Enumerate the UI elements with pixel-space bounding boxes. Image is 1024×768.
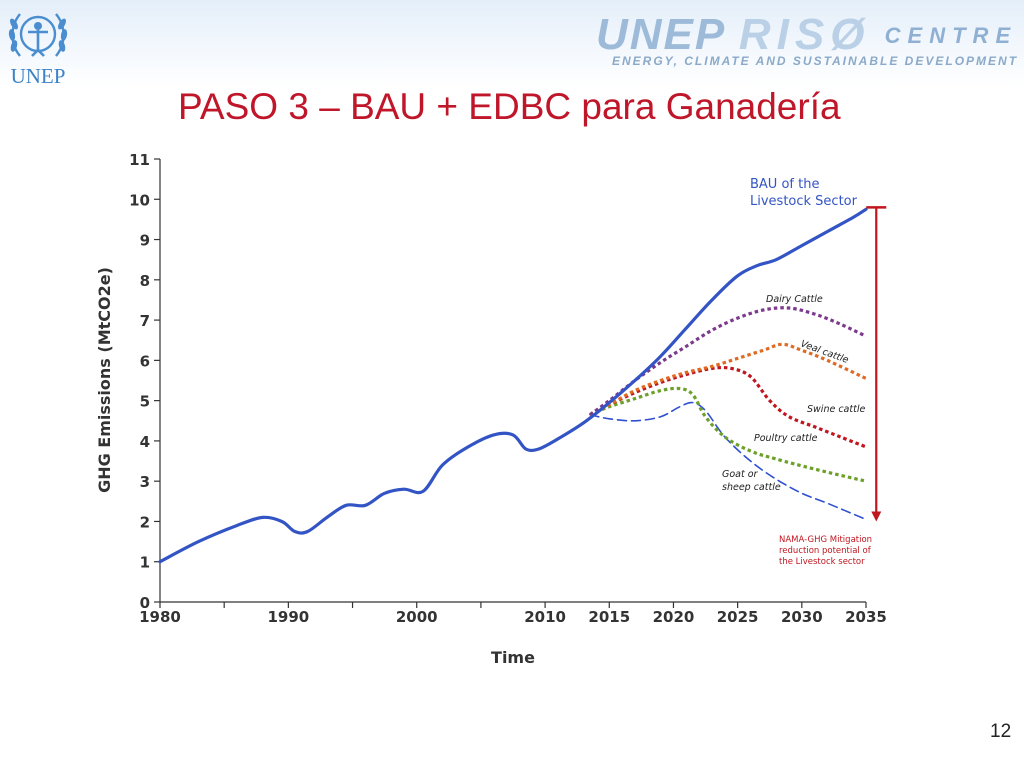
chart-axes: 0 1 2 3 4 5 6 7 8 9 10 11 1980 1990 2000 2010 2015 2020 20… (129, 151, 887, 626)
annotation-goat-line1: Goat or (722, 469, 759, 480)
x-tick-label: 2000 (396, 608, 438, 626)
x-tick-label: 2015 (588, 608, 630, 626)
series-line-veal (589, 342, 867, 417)
unep-laurel-logo-icon (8, 13, 68, 57)
annotation-bau-line2: Livestock Sector (750, 194, 858, 209)
y-tick-label: 0 (140, 594, 150, 612)
chart-series (158, 207, 868, 564)
x-tick-label: 2025 (717, 608, 759, 626)
y-tick-label: 1 (140, 554, 150, 572)
y-tick-label: 9 (140, 232, 150, 250)
series-line-goat (589, 401, 867, 521)
series-line-bau (158, 207, 868, 564)
y-tick-label: 8 (140, 272, 150, 290)
x-axis-label: Time (491, 648, 535, 667)
y-tick-label: 3 (140, 473, 150, 491)
annotation-mitigation-line1: NAMA-GHG Mitigation (779, 535, 872, 545)
y-tick-label: 11 (129, 151, 150, 169)
center-name-part1: UNEP (596, 10, 725, 59)
x-tick-label: 2010 (524, 608, 566, 626)
center-name-part2: RISØ (738, 10, 871, 59)
y-tick-label: 6 (140, 352, 150, 370)
series-line-poultry (589, 386, 867, 483)
page-number: 12 (990, 721, 1012, 742)
y-tick-label: 2 (140, 513, 150, 531)
y-tick-label: 4 (140, 433, 150, 451)
x-tick-label: 2030 (781, 608, 823, 626)
header-banner (0, 0, 1024, 88)
x-tick-label: 2020 (653, 608, 695, 626)
mitigation-arrowhead-icon (871, 511, 882, 522)
center-name-part3: CENTRE (884, 23, 1018, 48)
annotation-goat-line2: sheep cattle (722, 482, 781, 493)
x-tick-label: 1990 (267, 608, 309, 626)
series-line-swine (589, 365, 867, 449)
annotation-veal: Veal cattle (799, 338, 850, 366)
y-tick-label: 10 (129, 191, 150, 209)
annotation-bau-line1: BAU of the (750, 177, 819, 192)
center-logo-title: UNEP RISØ CENTRE (596, 10, 1017, 60)
x-tick-label: 1980 (139, 608, 181, 626)
annotation-poultry: Poultry cattle (754, 433, 818, 444)
x-tick-label: 2035 (845, 608, 887, 626)
y-tick-label: 7 (140, 312, 150, 330)
series-line-dairy (589, 306, 867, 416)
annotation-mitigation-line3: the Livestock sector (779, 557, 865, 567)
annotation-mitigation-line2: reduction potential of (779, 546, 872, 556)
mitigation-range-arrow (866, 206, 887, 522)
slide-title: PASO 3 – BAU + EDBC para Ganadería (178, 86, 841, 127)
annotation-swine: Swine cattle (807, 404, 865, 415)
y-axis-label: GHG Emissions (MtCO2e) (95, 267, 114, 493)
unep-logo-text: UNEP (10, 64, 66, 88)
annotation-dairy: Dairy Cattle (766, 294, 823, 305)
y-tick-label: 5 (140, 393, 150, 411)
center-subtitle: ENERGY, CLIMATE AND SUSTAINABLE DEVELOPM… (612, 54, 1019, 68)
